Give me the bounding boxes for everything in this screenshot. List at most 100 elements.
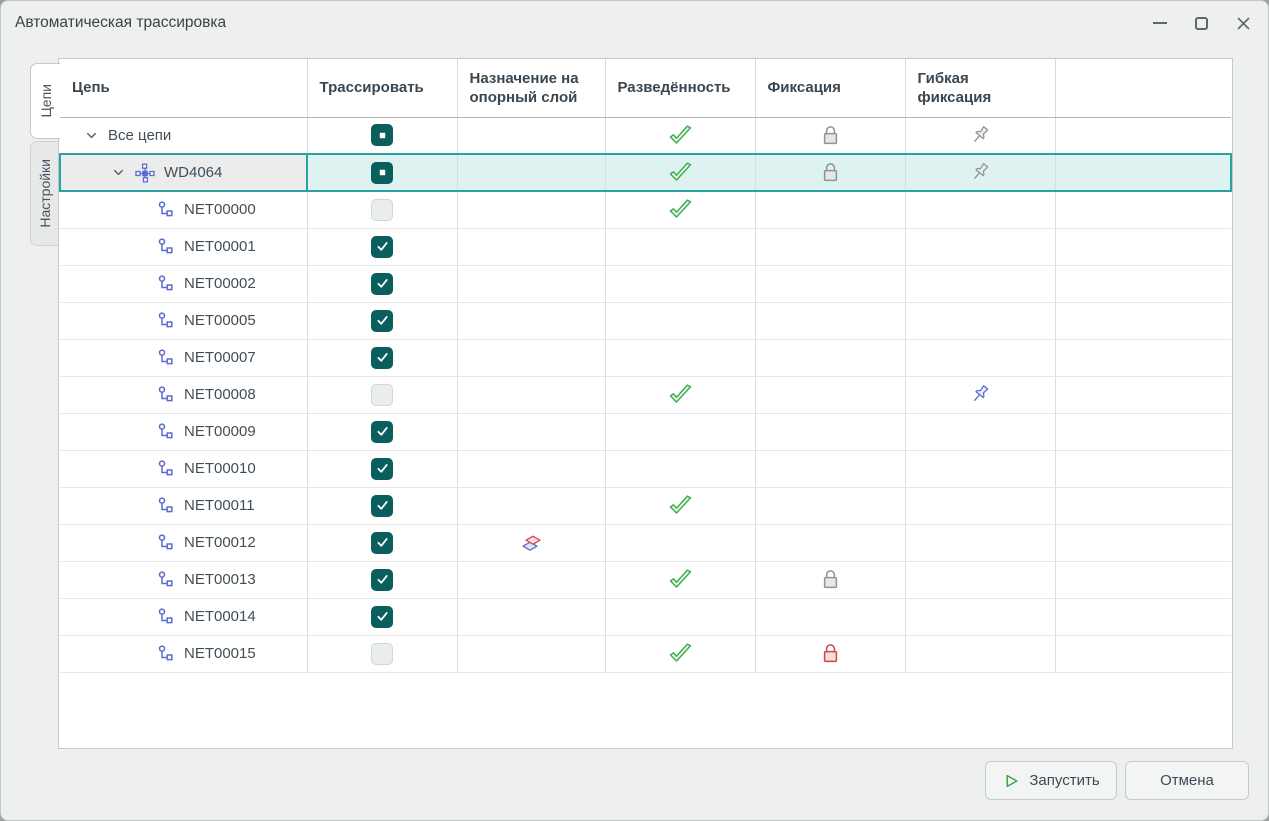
net-name-cell[interactable]: NET00015 [60, 635, 308, 673]
route-cell [307, 153, 458, 192]
tab-settings[interactable]: Настройки [30, 141, 59, 246]
route-checkbox[interactable] [371, 161, 394, 184]
table-row[interactable]: NET00001 [60, 228, 1231, 266]
empty-cell [1055, 339, 1231, 377]
route-checkbox[interactable] [371, 531, 393, 554]
check-icon [667, 124, 694, 147]
net-name-cell[interactable]: NET00014 [60, 598, 308, 636]
net-name-cell[interactable]: NET00012 [60, 524, 308, 562]
fixation-cell [755, 487, 906, 525]
chevron-down-icon[interactable] [84, 128, 99, 143]
cancel-button[interactable]: Отмена [1125, 761, 1249, 800]
table-row[interactable]: NET00005 [60, 302, 1231, 340]
route-checkbox[interactable] [371, 457, 393, 480]
route-cell [307, 598, 458, 636]
net-name: NET00008 [184, 386, 256, 403]
table-row[interactable]: NET00009 [60, 413, 1231, 451]
net-name-cell[interactable]: WD4064 [59, 153, 308, 192]
table-row[interactable]: NET00011 [60, 487, 1231, 525]
route-checkbox[interactable] [371, 642, 393, 665]
column-header[interactable]: Гибкая фиксация [905, 59, 1056, 118]
route-cell [307, 524, 458, 562]
cancel-button-label: Отмена [1160, 772, 1214, 789]
table-row[interactable]: NET00015 [60, 635, 1231, 673]
fixation-cell [755, 265, 906, 303]
net-icon [156, 385, 175, 404]
route-checkbox[interactable] [371, 124, 393, 147]
table-row[interactable]: NET00000 [60, 191, 1231, 229]
flexible-fixation-cell [905, 561, 1056, 599]
column-header[interactable]: Цепь [60, 59, 308, 118]
minimize-button[interactable] [1145, 9, 1174, 38]
route-cell [307, 265, 458, 303]
table-row[interactable]: NET00002 [60, 265, 1231, 303]
lock-icon [820, 161, 841, 184]
net-name-cell[interactable]: NET00005 [60, 302, 308, 340]
run-button[interactable]: Запустить [985, 761, 1117, 800]
route-checkbox[interactable] [371, 383, 393, 406]
title-bar[interactable]: Автоматическая трассировка [1, 1, 1268, 45]
routed-cell [605, 339, 756, 377]
table-row[interactable]: WD4064 [59, 153, 1232, 192]
assign-layer-cell [457, 228, 606, 266]
net-name: NET00015 [184, 645, 256, 662]
flexible-fixation-cell [905, 339, 1056, 377]
flexible-fixation-cell [905, 191, 1056, 229]
empty-cell [1055, 191, 1231, 229]
net-name-cell[interactable]: NET00002 [60, 265, 308, 303]
maximize-button[interactable] [1187, 9, 1216, 38]
routed-cell [605, 265, 756, 303]
window-controls [1145, 1, 1258, 45]
route-checkbox[interactable] [371, 420, 393, 443]
net-name-cell[interactable]: NET00011 [60, 487, 308, 525]
routed-cell [605, 413, 756, 451]
route-checkbox[interactable] [371, 346, 393, 369]
net-name: NET00011 [184, 497, 255, 514]
column-header[interactable] [1055, 59, 1231, 118]
lock-icon [820, 642, 841, 665]
flexible-fixation-cell [905, 376, 1056, 414]
column-header-label: Разведённость [617, 79, 731, 97]
fixation-cell [755, 598, 906, 636]
route-checkbox[interactable] [371, 568, 393, 591]
route-checkbox[interactable] [371, 605, 393, 628]
routed-cell [605, 524, 756, 562]
tab-nets[interactable]: Цепи [30, 63, 60, 139]
route-cell [307, 302, 458, 340]
route-checkbox[interactable] [371, 272, 393, 295]
fixation-cell [755, 302, 906, 340]
check-icon [667, 383, 694, 406]
net-name-cell[interactable]: NET00008 [60, 376, 308, 414]
net-name-cell[interactable]: NET00010 [60, 450, 308, 488]
net-name-cell[interactable]: NET00009 [60, 413, 308, 451]
pin-icon [969, 161, 992, 184]
empty-cell [1055, 376, 1231, 414]
table-row[interactable]: NET00007 [60, 339, 1231, 377]
table-row[interactable]: NET00013 [60, 561, 1231, 599]
table-row[interactable]: Все цепи [60, 117, 1231, 155]
table-row[interactable]: NET00014 [60, 598, 1231, 636]
net-name-cell[interactable]: NET00001 [60, 228, 308, 266]
fixation-cell [755, 450, 906, 488]
route-checkbox[interactable] [371, 198, 393, 221]
route-checkbox[interactable] [371, 235, 393, 258]
route-cell [307, 117, 458, 155]
net-name: NET00002 [184, 275, 256, 292]
column-header[interactable]: Назначение на опорный слой [457, 59, 606, 118]
route-checkbox[interactable] [371, 494, 393, 517]
net-name-cell[interactable]: Все цепи [60, 117, 308, 155]
net-name-cell[interactable]: NET00007 [60, 339, 308, 377]
table-row[interactable]: NET00012 [60, 524, 1231, 562]
chevron-down-icon[interactable] [111, 165, 126, 180]
table-row[interactable]: NET00010 [60, 450, 1231, 488]
net-name-cell[interactable]: NET00013 [60, 561, 308, 599]
column-header[interactable]: Трассировать [307, 59, 458, 118]
column-header[interactable]: Фиксация [755, 59, 906, 118]
net-name-cell[interactable]: NET00000 [60, 191, 308, 229]
route-checkbox[interactable] [371, 309, 393, 332]
close-button[interactable] [1229, 9, 1258, 38]
net-class-icon [135, 163, 155, 183]
column-header[interactable]: Разведённость [605, 59, 756, 118]
route-cell [307, 413, 458, 451]
table-row[interactable]: NET00008 [60, 376, 1231, 414]
